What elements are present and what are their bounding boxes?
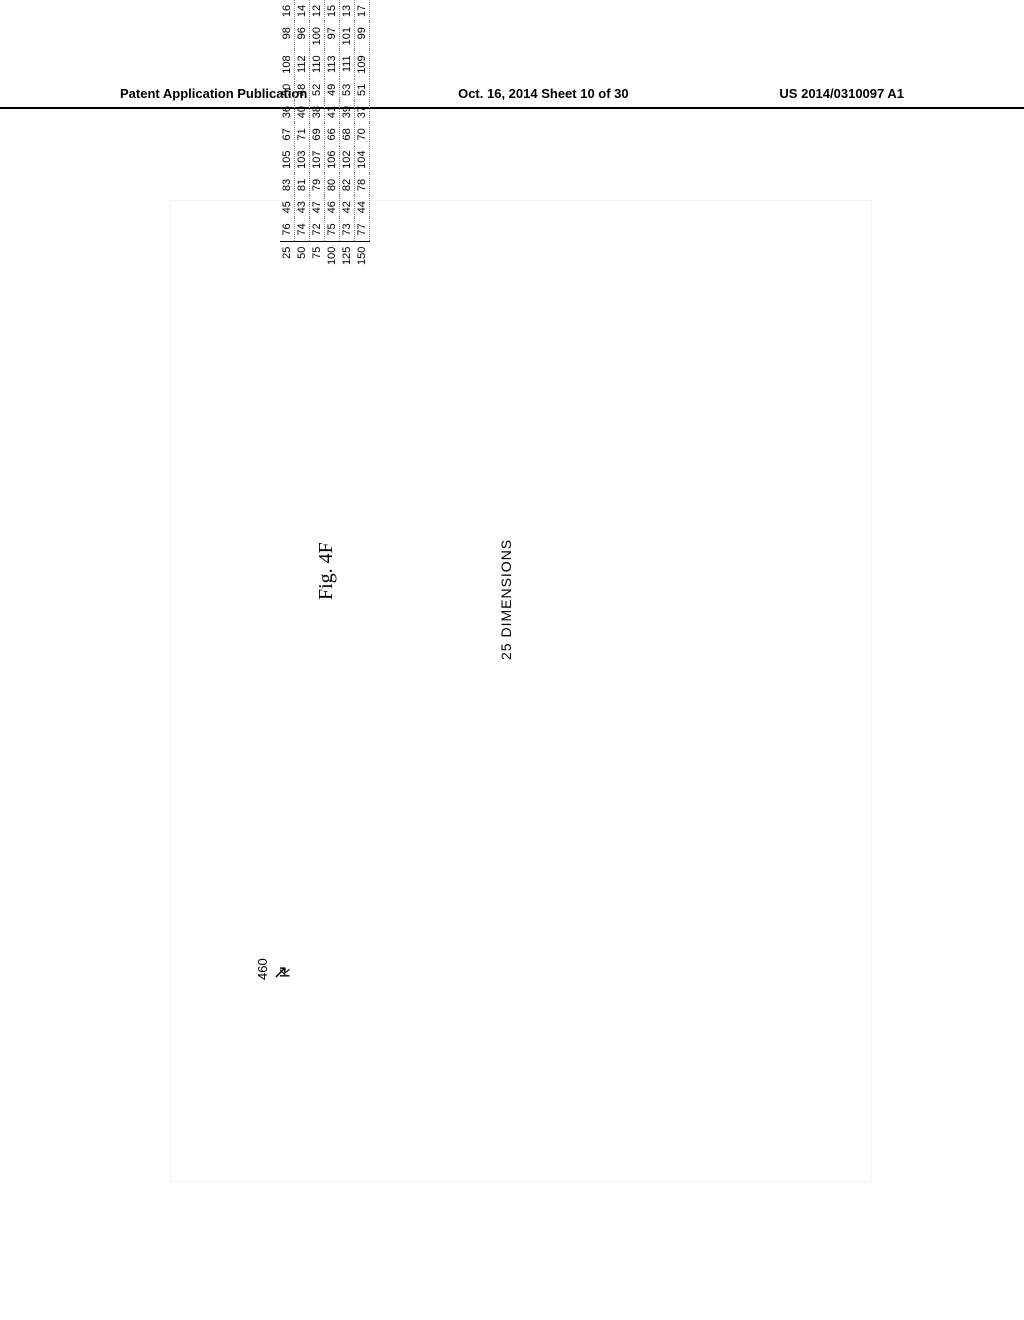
table-cell: 49 bbox=[325, 79, 340, 101]
table-cell: 107 bbox=[310, 146, 325, 174]
row-header: 125 bbox=[340, 241, 355, 270]
table-cell: 67 bbox=[280, 123, 295, 145]
table-cell: 46 bbox=[325, 196, 340, 218]
table-cell: 36 bbox=[280, 101, 295, 123]
row-header: 75 bbox=[310, 241, 325, 270]
table-cell: 113 bbox=[325, 50, 340, 78]
row-header: 25 bbox=[280, 241, 295, 270]
table-cell: 96 bbox=[295, 22, 310, 50]
table-cell: 109 bbox=[355, 50, 370, 78]
dimensions-label: 25 DIMENSIONS bbox=[498, 539, 514, 660]
header-right: US 2014/0310097 A1 bbox=[779, 86, 904, 101]
table-cell: 44 bbox=[355, 196, 370, 218]
table-cell: 112 bbox=[295, 50, 310, 78]
table-cell: 41 bbox=[325, 101, 340, 123]
table-cell: 110 bbox=[310, 50, 325, 78]
table-cell: 40 bbox=[295, 101, 310, 123]
table-cell: 16 bbox=[280, 0, 295, 22]
figure-label: Fig. 4F bbox=[315, 542, 338, 600]
table-cell: 42 bbox=[340, 196, 355, 218]
table-cell: 53 bbox=[340, 79, 355, 101]
table-cell: 14 bbox=[295, 0, 310, 22]
table-cell: 100 bbox=[310, 22, 325, 50]
table-cell: 105 bbox=[280, 146, 295, 174]
table-row: 1257342821026839531111011385133618561429… bbox=[340, 0, 355, 270]
table-cell: 69 bbox=[310, 123, 325, 145]
table-row: 5074438110371404811296148613462115914193… bbox=[295, 0, 310, 270]
table-cell: 68 bbox=[340, 123, 355, 145]
reference-number: 460 bbox=[255, 958, 270, 980]
table-cell: 48 bbox=[295, 79, 310, 101]
table-cell: 82 bbox=[340, 174, 355, 196]
table-cell: 77 bbox=[355, 218, 370, 241]
table-cell: 76 bbox=[280, 218, 295, 241]
data-table-container: 2576458310567365010898168813664755143952… bbox=[280, 0, 370, 270]
table-cell: 74 bbox=[295, 218, 310, 241]
table-cell: 50 bbox=[280, 79, 295, 101]
table-cell: 52 bbox=[310, 79, 325, 101]
table-row: 1507744781047037511099917891376510581389… bbox=[355, 0, 370, 270]
table-row: 2576458310567365010898168813664755143952… bbox=[280, 0, 295, 270]
table-cell: 101 bbox=[340, 22, 355, 50]
table-cell: 102 bbox=[340, 146, 355, 174]
table-cell: 37 bbox=[355, 101, 370, 123]
table-row: 1007546801066641491139715871356365414092… bbox=[325, 0, 340, 270]
table-cell: 71 bbox=[295, 123, 310, 145]
table-cell: 81 bbox=[295, 174, 310, 196]
row-header: 150 bbox=[355, 241, 370, 270]
bracket-k-icon: K bbox=[277, 968, 293, 977]
table-cell: 83 bbox=[280, 174, 295, 196]
table-cell: 99 bbox=[355, 22, 370, 50]
row-header: 50 bbox=[295, 241, 310, 270]
table-cell: 75 bbox=[325, 218, 340, 241]
table-cell: 106 bbox=[325, 146, 340, 174]
table-cell: 72 bbox=[310, 218, 325, 241]
data-table: 2576458310567365010898168813664755143952… bbox=[280, 0, 370, 270]
table-cell: 103 bbox=[295, 146, 310, 174]
table-cell: 45 bbox=[280, 196, 295, 218]
table-row: 7572477910769385211010012841326095713991… bbox=[310, 0, 325, 270]
table-cell: 66 bbox=[325, 123, 340, 145]
table-cell: 51 bbox=[355, 79, 370, 101]
header-center: Oct. 16, 2014 Sheet 10 of 30 bbox=[458, 86, 629, 101]
table-cell: 39 bbox=[340, 101, 355, 123]
table-cell: 104 bbox=[355, 146, 370, 174]
table-cell: 78 bbox=[355, 174, 370, 196]
table-cell: 38 bbox=[310, 101, 325, 123]
table-cell: 73 bbox=[340, 218, 355, 241]
table-cell: 98 bbox=[280, 22, 295, 50]
table-cell: 13 bbox=[340, 0, 355, 22]
table-cell: 97 bbox=[325, 22, 340, 50]
table-cell: 17 bbox=[355, 0, 370, 22]
figure-frame bbox=[170, 200, 872, 1182]
table-cell: 108 bbox=[280, 50, 295, 78]
table-cell: 111 bbox=[340, 50, 355, 78]
page-header: Patent Application Publication Oct. 16, … bbox=[0, 86, 1024, 109]
table-cell: 12 bbox=[310, 0, 325, 22]
table-cell: 47 bbox=[310, 196, 325, 218]
table-cell: 70 bbox=[355, 123, 370, 145]
table-cell: 80 bbox=[325, 174, 340, 196]
row-header: 100 bbox=[325, 241, 340, 270]
table-cell: 79 bbox=[310, 174, 325, 196]
table-cell: 15 bbox=[325, 0, 340, 22]
table-cell: 43 bbox=[295, 196, 310, 218]
